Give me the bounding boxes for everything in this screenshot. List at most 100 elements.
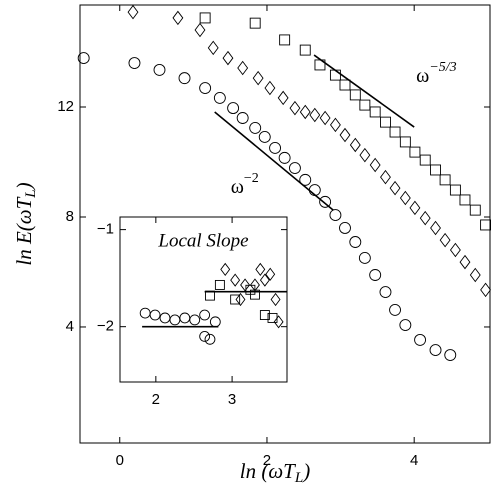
clip-group (139, 262, 284, 345)
point (267, 312, 278, 323)
point (207, 40, 219, 56)
point (469, 267, 481, 283)
point (278, 151, 291, 164)
point (399, 190, 411, 206)
point (252, 70, 264, 86)
annotation-base: ω (416, 65, 429, 87)
point (249, 17, 261, 29)
point (349, 236, 362, 248)
point (153, 63, 166, 76)
point (449, 242, 461, 258)
point (128, 57, 141, 69)
point (379, 286, 392, 299)
point (339, 222, 351, 234)
point (178, 72, 191, 85)
point (309, 107, 321, 123)
reference-line (313, 54, 415, 128)
point (199, 309, 211, 321)
point (230, 273, 241, 287)
point (469, 204, 481, 216)
point (429, 344, 442, 357)
point (265, 267, 276, 281)
point (380, 169, 391, 185)
x-axis-label: ln (ωTL) (240, 459, 310, 487)
point (236, 112, 249, 124)
point (273, 315, 284, 329)
annotation-sup: −5/3 (429, 60, 456, 75)
point (270, 292, 281, 307)
point (230, 294, 241, 305)
point (255, 262, 266, 277)
x-tick-label: 0 (116, 452, 124, 469)
point (358, 252, 371, 264)
point (409, 200, 421, 216)
point (359, 99, 371, 111)
point (459, 194, 471, 206)
point (213, 91, 226, 104)
point (214, 279, 225, 290)
point (439, 232, 451, 248)
point (299, 104, 311, 120)
point (349, 137, 361, 153)
y-tick-label: −1 (97, 221, 114, 238)
point (199, 330, 211, 342)
point (194, 22, 206, 38)
annotation: ω−2 (231, 171, 259, 197)
point (414, 333, 427, 346)
point (220, 262, 231, 277)
y-axis-label-sub: L (23, 189, 39, 198)
x-tick-label: 2 (152, 391, 160, 408)
point (149, 309, 161, 321)
annotation-sup: −2 (244, 171, 259, 186)
point (389, 126, 401, 138)
point (430, 220, 441, 236)
point (389, 180, 401, 196)
x-tick-label: 2 (263, 452, 271, 469)
point (329, 209, 342, 222)
point (389, 303, 401, 316)
x-axis-label-main: ln (ωT (240, 459, 296, 483)
point (444, 349, 457, 361)
point (369, 157, 381, 173)
point (369, 269, 382, 281)
point (409, 146, 421, 158)
point (480, 282, 491, 298)
y-tick-label: 4 (66, 318, 74, 335)
y-tick-label: 12 (57, 98, 74, 115)
annotation: ω−5/3 (416, 60, 457, 86)
point (222, 50, 234, 66)
point (359, 147, 371, 163)
point (250, 289, 260, 300)
point (237, 60, 249, 76)
point (399, 136, 411, 148)
y-tick-label: 8 (66, 208, 74, 225)
point (127, 4, 139, 20)
point (277, 90, 289, 106)
point (204, 333, 216, 345)
point (299, 44, 311, 56)
point (279, 34, 291, 46)
point (172, 10, 184, 26)
point (199, 12, 211, 24)
point (259, 273, 270, 287)
reference-line (214, 111, 334, 211)
x-axis-label-sub: L (294, 470, 303, 486)
point (449, 184, 461, 196)
point (199, 82, 212, 94)
point (235, 292, 246, 307)
point (289, 100, 301, 116)
point (439, 174, 451, 186)
point (288, 162, 301, 174)
point (77, 52, 90, 65)
point (419, 154, 431, 166)
point (258, 131, 271, 143)
point (339, 127, 351, 143)
x-axis-label-end: ) (302, 459, 310, 483)
inset-title: Local Slope (157, 230, 248, 251)
point (227, 102, 240, 115)
point (419, 210, 431, 226)
y-axis-label-end: ) (12, 182, 36, 190)
x-tick-label: 3 (228, 391, 236, 408)
y-axis-label: ln E(ωTL) (12, 182, 40, 265)
x-tick-label: 4 (410, 452, 418, 469)
